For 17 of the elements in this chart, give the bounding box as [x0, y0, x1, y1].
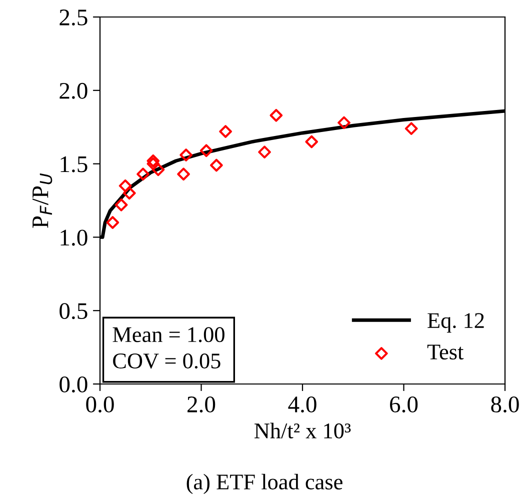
y-tick-label: 2.5 [60, 10, 88, 26]
x-tick-label: 0.0 [86, 396, 114, 413]
y-tick-label: 0.0 [60, 376, 88, 393]
y-tick-label: 2.0 [60, 82, 88, 99]
x-tick-label: 6.0 [390, 396, 418, 413]
x-tick-label: 2.0 [188, 396, 216, 413]
annotation: Mean = 1.00 COV = 0.05 [112, 327, 224, 369]
legend-label: Test [427, 344, 464, 360]
x-tick-label: 8.0 [491, 396, 519, 413]
y-tick-label: 1.5 [60, 156, 88, 172]
y-tick-label: 1.0 [60, 230, 88, 246]
x-tick-label: 4.0 [288, 396, 316, 413]
x-axis-title: Nh/t² x 10³ [254, 422, 351, 438]
legend-label: Eq. 12 [428, 313, 484, 333]
y-axis-title: P$_{F}$/P$_{U}$ [32, 173, 52, 228]
y-tick-label: 0.5 [60, 303, 88, 320]
text: (a) ETF load case [186, 474, 342, 494]
